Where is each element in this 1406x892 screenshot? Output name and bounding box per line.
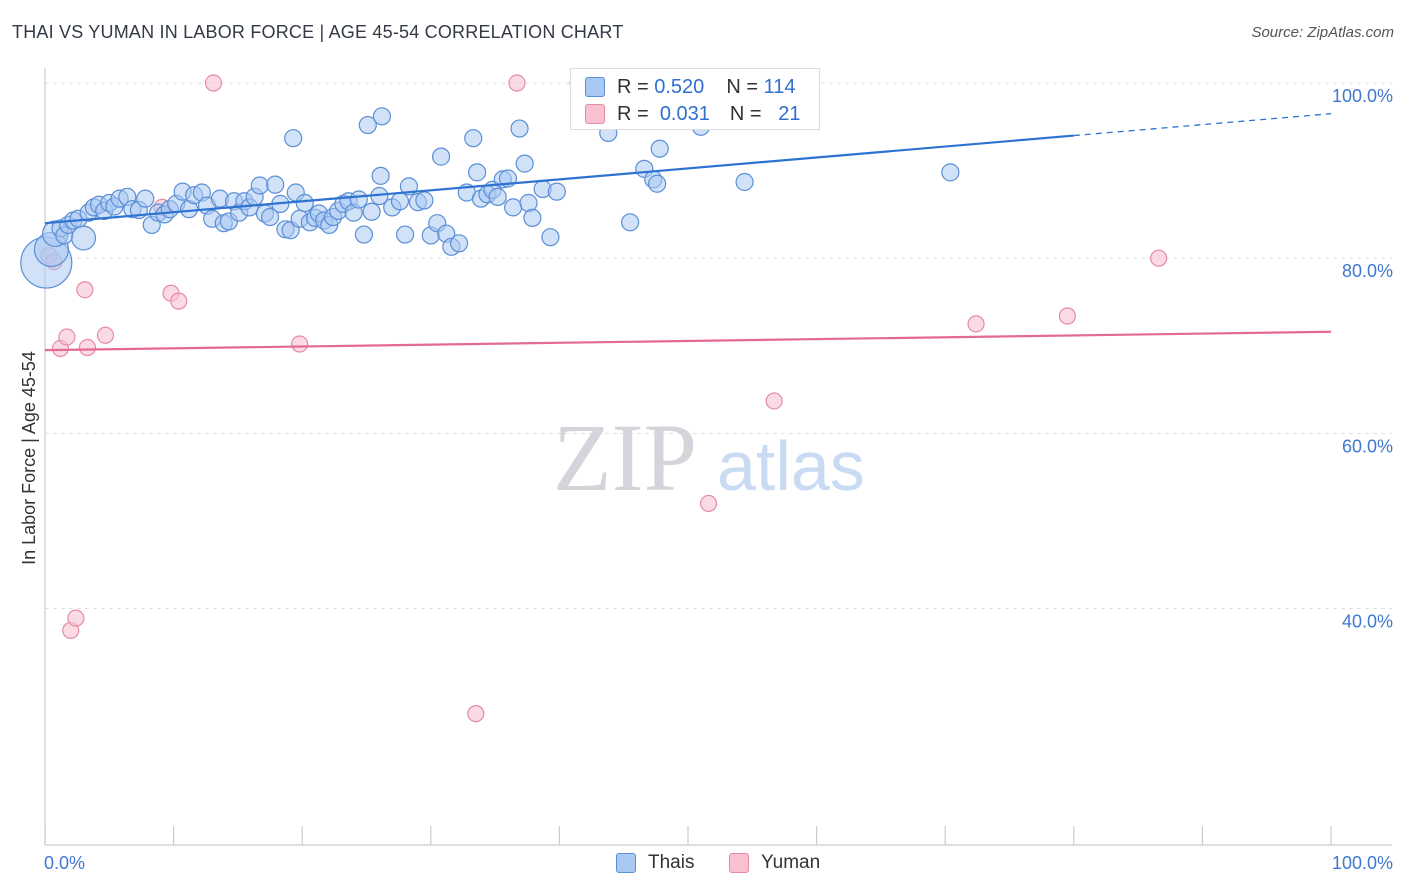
gridlines [45,82,1392,610]
thai-point [266,175,285,194]
thai-point [648,174,667,193]
thai-point [362,202,381,221]
thai-point [488,187,507,206]
x-tick-label: 0.0% [44,853,85,873]
yuman-point [508,74,526,92]
yuman-r-value: 0.031 [659,102,710,125]
tick-labels: 40.0% 60.0% 80.0% 100.0% 0.0% 100.0% [44,86,1393,873]
thai-point [250,176,269,195]
yuman-point [765,392,783,410]
thai-point [515,154,534,173]
yuman-n-value: 21 [778,102,801,125]
thai-point [735,172,754,192]
thai-point [504,198,523,217]
thai-point [621,213,640,232]
thai-point [523,208,542,228]
thai-point [358,115,377,135]
y-tick-label: 100.0% [1332,86,1393,106]
yuman-point [76,281,94,299]
legend-item-yuman[interactable]: Yuman [729,852,820,874]
thai-trendline [44,134,1074,225]
thai-point [519,193,538,213]
chart-title: THAI VS YUMAN IN LABOR FORCE | AGE 45-54… [12,22,624,42]
source-label: Source: ZipAtlas.com [1251,24,1394,41]
yuman-n-label: N = [729,102,762,125]
yuman-point [699,494,718,513]
stats-row-thai: R = 0.520 N = 114 [585,75,795,99]
thai-point [354,225,374,244]
yuman-points [40,74,1168,723]
yuman-r-label: R = [617,102,649,125]
thai-point [464,129,483,148]
thai-point [71,225,97,251]
y-tick-label: 40.0% [1342,612,1393,632]
thai-point [467,163,487,182]
bottom-legend: Thais Yuman [0,850,1406,880]
yuman-point [1058,307,1076,325]
legend-thais-swatch [616,853,636,873]
thai-point [431,147,451,166]
watermark-atlas: atlas [717,427,865,505]
yuman-point [96,326,115,344]
stats-legend: R = 0.520 N = 114 R = 0.031 N = 21 [570,68,820,130]
thai-point [349,190,368,209]
legend-yuman-label: Yuman [761,852,821,873]
y-tick-label: 60.0% [1342,436,1393,456]
thai-point [650,139,669,158]
thai-point [390,192,410,211]
thai-point [510,119,529,138]
yuman-trendline [44,330,1332,352]
yuman-point [1150,249,1168,267]
thai-point [547,182,566,201]
yuman-point [467,705,485,723]
thai-point [372,107,392,126]
thai-r-label: R = [617,75,649,98]
legend-thais-label: Thais [648,852,695,873]
axes [44,68,1392,846]
thai-point [941,163,960,182]
yuman-point [67,609,85,627]
thai-points [20,73,960,289]
thai-point [295,193,314,213]
thai-point [260,207,280,227]
thai-point [284,129,303,148]
thai-point [136,189,155,208]
thai-point [415,191,434,210]
watermark-zip: ZIP [553,404,697,511]
yuman-point [170,292,188,310]
yuman-point [204,74,223,92]
thai-r-value: 0.520 [654,75,705,98]
y-axis-label: In Labor Force | Age 45-54 [19,351,39,565]
trendlines [44,113,1332,352]
yuman-point [58,328,76,346]
thai-trendline-extension [1073,113,1332,137]
thai-n-value: 114 [763,75,796,98]
y-tick-label: 80.0% [1342,261,1393,281]
watermark: ZIP atlas [553,404,865,511]
yuman-point [78,338,97,357]
thai-point [371,166,390,185]
thai-point [395,225,415,244]
yuman-point [291,335,309,353]
x-tick-label: 100.0% [1332,853,1393,873]
thai-n-label: N = [726,75,758,98]
yuman-point [967,315,985,333]
thai-point [449,234,469,253]
thai-point [541,228,560,247]
yuman-swatch [585,104,605,124]
legend-item-thais[interactable]: Thais [616,852,694,874]
legend-yuman-swatch [729,853,749,873]
thai-point [399,177,419,196]
stats-row-yuman: R = 0.031 N = 21 [585,102,800,126]
thai-swatch [585,77,605,97]
